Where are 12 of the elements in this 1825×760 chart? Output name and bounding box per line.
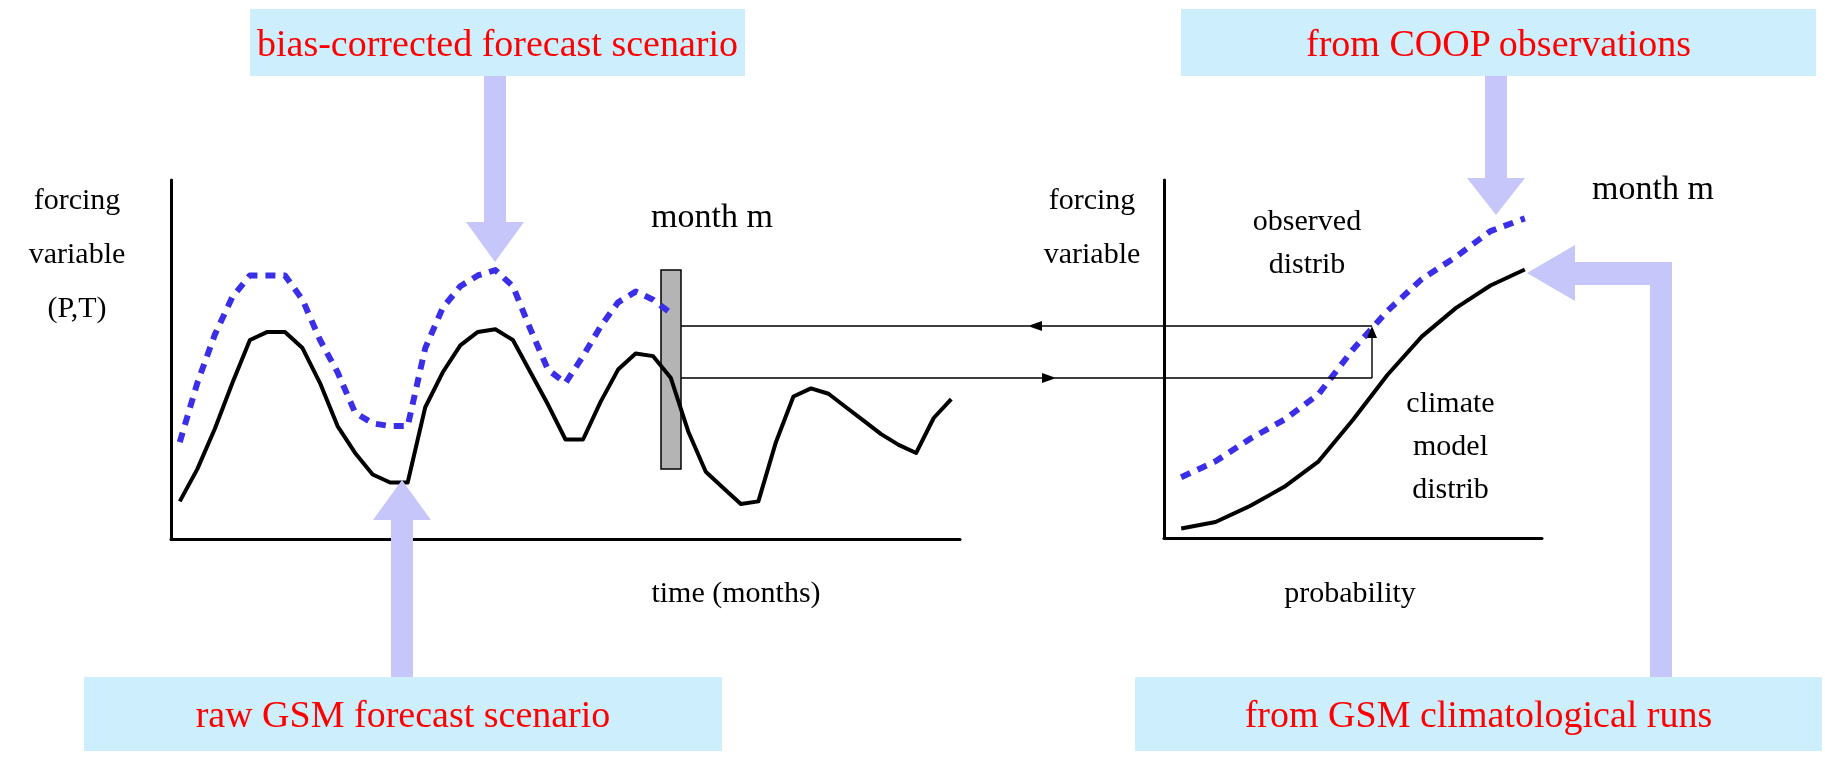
series-label: observed distrib — [1251, 202, 1363, 281]
y-axis-title: forcing variable — [1042, 181, 1142, 271]
text: from COOP observations — [1181, 9, 1816, 76]
y-axis-title: forcing variable (P,T) — [27, 181, 127, 325]
text: month m — [1591, 168, 1715, 208]
text: month m — [650, 196, 774, 236]
x-axis-title: probability — [1283, 574, 1417, 610]
text: from GSM climatological runs — [1135, 677, 1822, 751]
text: bias-corrected forecast scenario — [250, 9, 745, 76]
series-label: climate model distrib — [1405, 384, 1496, 506]
x-axis-title: time (months) — [650, 574, 822, 610]
text: raw GSM forecast scenario — [84, 677, 722, 751]
